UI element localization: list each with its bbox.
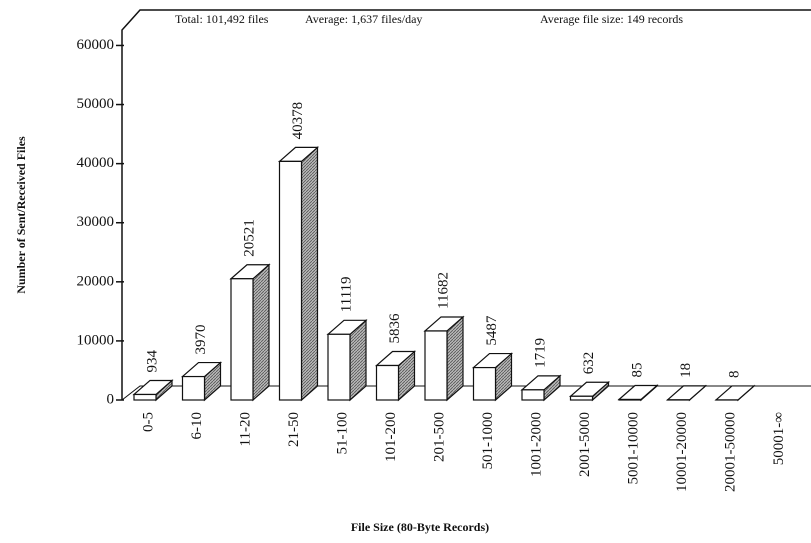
bar (133, 393, 157, 401)
bar (375, 364, 400, 401)
bar (230, 278, 254, 401)
value-label: 11119 (338, 276, 354, 312)
bar-top (617, 384, 659, 401)
y-tick-label: 50000 (77, 96, 115, 112)
x-axis-title: File Size (80-Byte Records) (351, 520, 489, 534)
y-tick-label: 20000 (77, 273, 115, 289)
value-label: 3970 (193, 325, 209, 355)
bar (521, 389, 545, 401)
value-label: 20521 (241, 219, 257, 257)
bar-side (252, 263, 270, 402)
x-tick-label: 201-500 (431, 412, 447, 462)
y-tick-label: 40000 (77, 155, 115, 171)
value-label: 8 (726, 370, 742, 378)
bar (181, 375, 206, 401)
axis-frame (121, 9, 811, 400)
x-tick-label: 10001-20000 (674, 412, 690, 492)
floor (121, 385, 811, 401)
value-label: 40378 (290, 102, 306, 140)
bar (278, 160, 303, 401)
bar (472, 366, 497, 401)
bar (618, 398, 642, 401)
value-label: 85 (629, 362, 645, 377)
value-label: 5836 (387, 313, 403, 344)
bar-side (300, 146, 319, 402)
bar (569, 395, 594, 401)
x-tick-label: 5001-10000 (625, 412, 641, 485)
annotation: Average file size: 149 records (540, 12, 683, 26)
y-tick-label: 30000 (77, 214, 115, 230)
bar (424, 330, 448, 401)
value-label: 18 (678, 363, 694, 378)
bar (327, 333, 351, 401)
x-tick-label: 501-1000 (480, 412, 496, 470)
value-label: 11682 (435, 272, 451, 309)
annotation: Average: 1,637 files/day (305, 12, 422, 26)
y-tick-label: 10000 (77, 332, 115, 348)
y-tick-label: 60000 (77, 37, 115, 53)
x-tick-label: 2001-5000 (577, 412, 593, 477)
x-tick-label: 11-20 (237, 412, 253, 446)
bar-top (714, 385, 756, 401)
bar-top (665, 385, 708, 401)
value-label: 934 (144, 349, 160, 372)
y-axis-title: Number of Sent/Received Files (14, 136, 28, 294)
x-tick-label: 6-10 (189, 412, 205, 440)
value-label: 1719 (532, 338, 548, 368)
x-tick-label: 21-50 (286, 412, 302, 447)
x-tick-label: 0-5 (140, 412, 156, 432)
x-tick-label: 51-100 (334, 412, 350, 455)
value-label: 632 (581, 352, 597, 375)
x-tick-label: 1001-2000 (528, 412, 544, 477)
x-tick-label: 20001-50000 (722, 412, 738, 492)
value-label: 5487 (484, 315, 500, 346)
annotation: Total: 101,492 files (175, 12, 269, 26)
y-tick-label: 0 (107, 391, 115, 407)
x-tick-label: 50001-∞ (771, 412, 787, 465)
x-tick-label: 101-200 (383, 412, 399, 462)
